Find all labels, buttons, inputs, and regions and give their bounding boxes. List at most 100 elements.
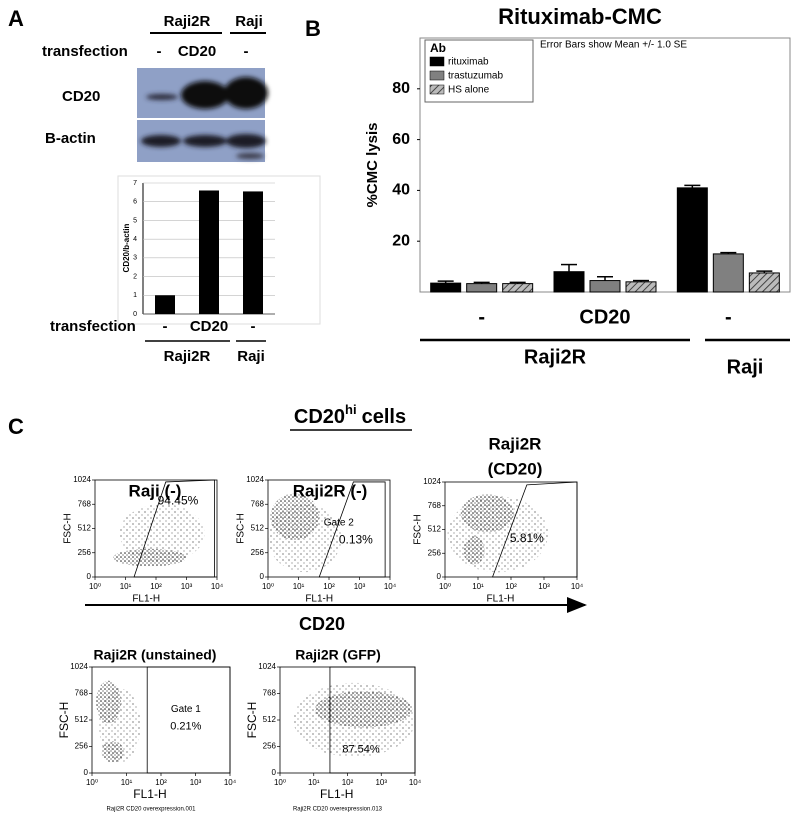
x-tick-label: 10²: [155, 778, 167, 787]
x-tick-label: 10²: [505, 582, 517, 591]
x-axis-label: transfection: [50, 318, 136, 335]
x-tick-label: 10³: [538, 582, 550, 591]
lane-label: -: [244, 43, 249, 60]
y-tick-label: 80: [392, 80, 410, 97]
blot-row-label: CD20: [62, 88, 100, 105]
x-tick-label: -: [478, 306, 485, 328]
group-label: Raji2R: [524, 346, 587, 368]
y-tick-label: 3: [133, 255, 137, 262]
y-tick-label: 0: [437, 572, 442, 581]
bar: [466, 283, 498, 293]
x-axis-label: FL1-H: [320, 787, 353, 801]
x-tick-label: 10⁰: [274, 778, 286, 787]
x-tick-label: 10³: [190, 778, 202, 787]
y-axis-label: FSC-H: [413, 514, 424, 545]
gate-label: 0.13%: [339, 532, 373, 546]
gate-name: Gate 1: [171, 704, 201, 715]
y-tick-label: 256: [75, 742, 89, 751]
y-tick-label: 512: [263, 715, 277, 724]
title-part: cells: [362, 406, 406, 428]
transfection-label: transfection: [42, 43, 128, 60]
x-tick-label: CD20: [579, 306, 630, 328]
y-tick-label: 256: [78, 548, 92, 557]
bar: [676, 187, 708, 293]
plot-title: Raji (-): [129, 481, 182, 500]
y-axis-label: %CMC lysis: [364, 122, 381, 207]
y-axis-label: FSC-H: [63, 513, 74, 544]
bar: [502, 283, 534, 293]
blot-row-label: B-actin: [45, 130, 96, 147]
legend-swatch: [429, 84, 445, 95]
gate-label: 0.21%: [170, 720, 201, 732]
x-tick-label: -: [163, 318, 168, 335]
x-axis-label: FL1-H: [132, 594, 160, 605]
y-tick-label: 768: [75, 689, 89, 698]
panel-label: C: [8, 414, 24, 439]
plot-title: (CD20): [488, 459, 543, 478]
x-tick-label: 10⁰: [262, 582, 274, 591]
plot-title: Raji2R: [489, 434, 542, 453]
y-tick-label: 512: [75, 715, 89, 724]
y-tick-label: 512: [428, 525, 442, 534]
bar: [553, 271, 585, 293]
legend-label: trastuzumab: [448, 71, 503, 82]
group-label: Raji: [237, 348, 265, 365]
y-tick-label: 0: [272, 768, 277, 777]
y-tick-label: 6: [133, 199, 137, 206]
blot-bands: [141, 77, 268, 159]
y-tick-label: 1024: [258, 662, 276, 671]
y-tick-label: 768: [428, 501, 442, 510]
y-tick-label: 256: [428, 548, 442, 557]
x-tick-label: 10²: [342, 778, 354, 787]
y-tick-label: 768: [251, 499, 265, 508]
x-axis-label: FL1-H: [133, 787, 166, 801]
arrow-label: CD20: [299, 614, 345, 634]
bar: [712, 253, 744, 293]
lane-label: CD20: [178, 43, 216, 60]
gate-label: 5.81%: [510, 531, 544, 545]
x-tick-label: 10¹: [121, 778, 133, 787]
x-tick-label: 10³: [354, 582, 366, 591]
x-tick-label: 10²: [150, 582, 162, 591]
y-tick-label: 60: [392, 131, 410, 148]
x-axis-label: FL1-H: [487, 594, 515, 605]
x-axis-label: FL1-H: [305, 594, 333, 605]
x-tick-label: 10⁴: [211, 582, 224, 591]
x-tick-label: 10⁴: [224, 778, 237, 787]
y-tick-label: 512: [251, 524, 265, 533]
lane-label: -: [157, 43, 162, 60]
chart-frame: [117, 175, 321, 325]
plot-title: Raji2R (GFP): [295, 647, 381, 663]
bar: [155, 295, 175, 314]
dot-cloud: [119, 504, 205, 563]
x-tick-label: 10¹: [120, 582, 132, 591]
y-tick-label: 40: [392, 182, 410, 199]
y-tick-label: 768: [263, 689, 277, 698]
dot-cloud: [293, 682, 415, 758]
x-tick-label: 10¹: [472, 582, 484, 591]
legend-title: Ab: [430, 41, 446, 55]
x-tick-label: -: [251, 318, 256, 335]
x-tick-label: 10⁰: [86, 778, 98, 787]
panel-label: B: [305, 16, 321, 41]
group-label: Raji2R: [164, 348, 211, 365]
blot-group: Raji: [235, 13, 263, 30]
y-tick-label: 5: [133, 217, 137, 224]
y-tick-label: 768: [78, 499, 92, 508]
bar: [589, 280, 621, 293]
y-tick-label: 4: [133, 236, 137, 243]
plot-footer: Raji2R CD20 overexpression.001: [106, 807, 196, 813]
gate-label: 87.54%: [342, 744, 380, 756]
y-tick-label: 512: [78, 524, 92, 533]
y-tick-label: 0: [260, 572, 265, 581]
gate-label: 94.45%: [158, 494, 199, 508]
y-tick-label: 0: [133, 311, 137, 318]
y-tick-label: 0: [87, 572, 92, 581]
x-tick-label: 10²: [323, 582, 335, 591]
legend-label: rituximab: [448, 57, 489, 68]
y-tick-label: 1024: [73, 475, 91, 484]
y-axis-label: FSC-H: [236, 513, 247, 544]
title-sup: hi: [345, 402, 357, 417]
x-tick-label: CD20: [190, 318, 228, 335]
